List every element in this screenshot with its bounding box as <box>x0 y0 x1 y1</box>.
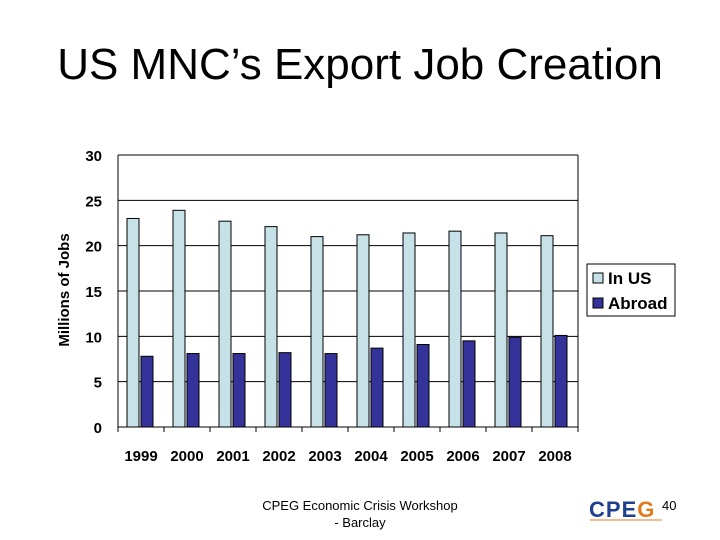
logo-letter: G <box>637 497 655 522</box>
chart-grid <box>117 154 579 432</box>
x-tick-label: 2004 <box>354 448 388 465</box>
x-tick-label: 2003 <box>308 448 341 465</box>
footer-line-2: - Barclay <box>334 515 386 530</box>
bar-in-us-2000 <box>172 209 186 428</box>
legend-swatch-abroad <box>592 297 604 309</box>
bar-abroad-2005 <box>416 343 430 428</box>
y-tick-label: 25 <box>85 193 102 210</box>
slide-title: US MNC’s Export Job Creation <box>57 40 663 89</box>
bar-in-us-2004 <box>356 234 370 428</box>
bar-abroad-2000 <box>186 353 200 428</box>
svg-text:CPEG: CPEG <box>589 497 655 522</box>
bar-abroad-2008 <box>554 334 568 428</box>
page-number: 40 <box>662 498 677 513</box>
x-tick-label: 2008 <box>538 448 571 465</box>
bar-in-us-2008 <box>540 235 554 428</box>
y-tick-label: 15 <box>85 284 102 301</box>
bar-abroad-2002 <box>278 352 292 428</box>
legend-label: In US <box>608 269 651 288</box>
chart-legend: In US Abroad <box>586 263 676 317</box>
logo-letter: E <box>622 497 638 522</box>
x-tick-label: 2000 <box>170 448 203 465</box>
y-tick-label: 20 <box>85 239 102 256</box>
bar-in-us-2002 <box>264 226 278 428</box>
y-axis-ticks: 0 5 10 15 20 25 30 <box>85 148 102 437</box>
bar-in-us-2005 <box>402 232 416 428</box>
x-axis-ticks: 1999 2000 2001 2002 2003 2004 2005 2006 2007 2008 <box>124 448 571 465</box>
bar-abroad-2004 <box>370 347 384 428</box>
x-tick-label: 1999 <box>124 448 157 465</box>
bar-in-us-2006 <box>448 230 462 428</box>
bar-abroad-1999 <box>140 355 154 428</box>
y-axis-label: Millions of Jobs <box>56 233 73 346</box>
y-tick-label: 0 <box>94 420 102 437</box>
slide-footer: CPEG Economic Crisis Workshop - Barclay <box>255 497 465 531</box>
x-tick-label: 2007 <box>492 448 525 465</box>
logo-letter: C <box>589 497 606 522</box>
bar-chart: Millions of Jobs 0 5 10 15 20 25 30 1999 2000 20… <box>56 148 676 465</box>
y-tick-label: 30 <box>85 148 102 165</box>
chart-bars <box>126 209 568 428</box>
bar-abroad-2007 <box>508 336 522 428</box>
bar-abroad-2003 <box>324 353 338 428</box>
cpeg-logo: CPEG <box>588 496 670 522</box>
x-tick-label: 2006 <box>446 448 479 465</box>
y-tick-label: 5 <box>94 375 102 392</box>
bar-abroad-2006 <box>462 340 476 428</box>
x-tick-label: 2005 <box>400 448 433 465</box>
bar-in-us-2001 <box>218 220 232 428</box>
logo-letter: P <box>606 497 622 522</box>
x-tick-label: 2001 <box>216 448 249 465</box>
bar-in-us-2003 <box>310 236 324 428</box>
legend-swatch-in-us <box>592 272 604 284</box>
footer-line-1: CPEG Economic Crisis Workshop <box>262 498 458 513</box>
bar-in-us-2007 <box>494 232 508 428</box>
x-tick-label: 2002 <box>262 448 295 465</box>
bar-abroad-2001 <box>232 353 246 428</box>
y-tick-label: 10 <box>85 329 102 346</box>
legend-label: Abroad <box>608 294 668 313</box>
bar-in-us-1999 <box>126 217 140 428</box>
